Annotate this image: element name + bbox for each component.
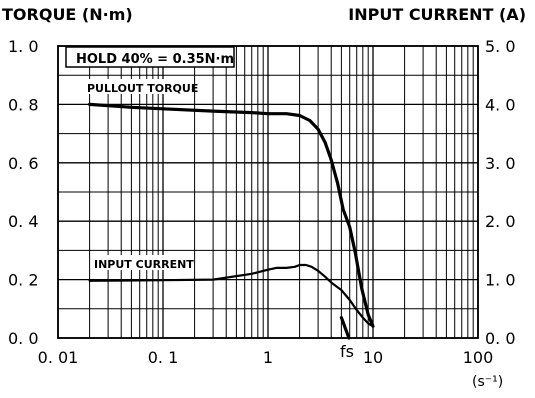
right-axis-title: INPUT CURRENT (A) — [348, 5, 526, 24]
y-right-tick-label: 3. 0 — [485, 154, 516, 173]
y-right-tick-label: 2. 0 — [485, 212, 516, 231]
x-tick-label: 0. 01 — [38, 348, 79, 367]
x-tick-label: 10 — [363, 348, 383, 367]
y-right-tick-label: 1. 0 — [485, 271, 516, 290]
y-right-tick-label: 4. 0 — [485, 95, 516, 114]
x-unit-label: (s⁻¹) — [472, 374, 503, 390]
y-left-tick-label: 0. 2 — [8, 271, 39, 290]
x-tick-label: 100 — [463, 348, 494, 367]
y-left-tick-label: 0. 6 — [8, 154, 39, 173]
y-left-tick-label: 0. 0 — [8, 329, 39, 348]
y-right-tick-label: 5. 0 — [485, 37, 516, 56]
x-tick-label: 0. 1 — [148, 348, 179, 367]
y-right-tick-label: 0. 0 — [485, 329, 516, 348]
fs-marker-line — [339, 316, 351, 340]
x-tick-label: 1 — [263, 348, 273, 367]
input-current-line — [88, 263, 375, 328]
left-axis-title: TORQUE (N·m) — [2, 5, 133, 24]
plot-frame — [57, 45, 479, 339]
pullout-label-bg — [84, 79, 184, 94]
hold-annotation-box — [65, 46, 235, 68]
y-left-tick-label: 0. 8 — [8, 95, 39, 114]
y-left-tick-label: 1. 0 — [8, 37, 39, 56]
tick-labels: 0. 0 0. 2 0. 4 0. 6 0. 8 1. 0 0. 0 1. 0 2. 0 3. 0… — [8, 37, 516, 367]
pullout-torque-line — [87, 102, 375, 328]
fs-label: fs — [340, 342, 354, 361]
hold-annotation-text: HOLD 40% = 0.35N·m — [76, 52, 234, 67]
y-left-tick-label: 0. 4 — [8, 212, 39, 231]
pullout-torque-label: PULLOUT TORQUE — [87, 82, 198, 95]
series-lines — [87, 102, 375, 340]
input-current-label-bg — [92, 255, 188, 270]
input-current-label: INPUT CURRENT — [94, 258, 194, 271]
